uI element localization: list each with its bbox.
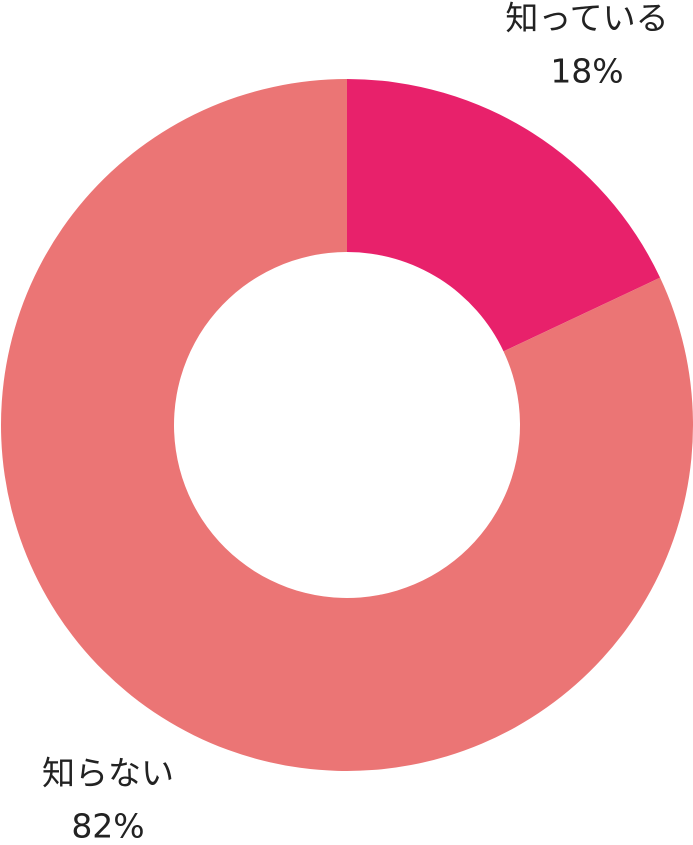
slice-label: 知っている [505, 0, 668, 38]
donut-slice [1, 79, 693, 771]
donut-slice [347, 79, 661, 352]
slice-label: 知らない [42, 754, 174, 793]
value-label: 18% [550, 52, 623, 91]
value-label: 82% [71, 807, 144, 845]
